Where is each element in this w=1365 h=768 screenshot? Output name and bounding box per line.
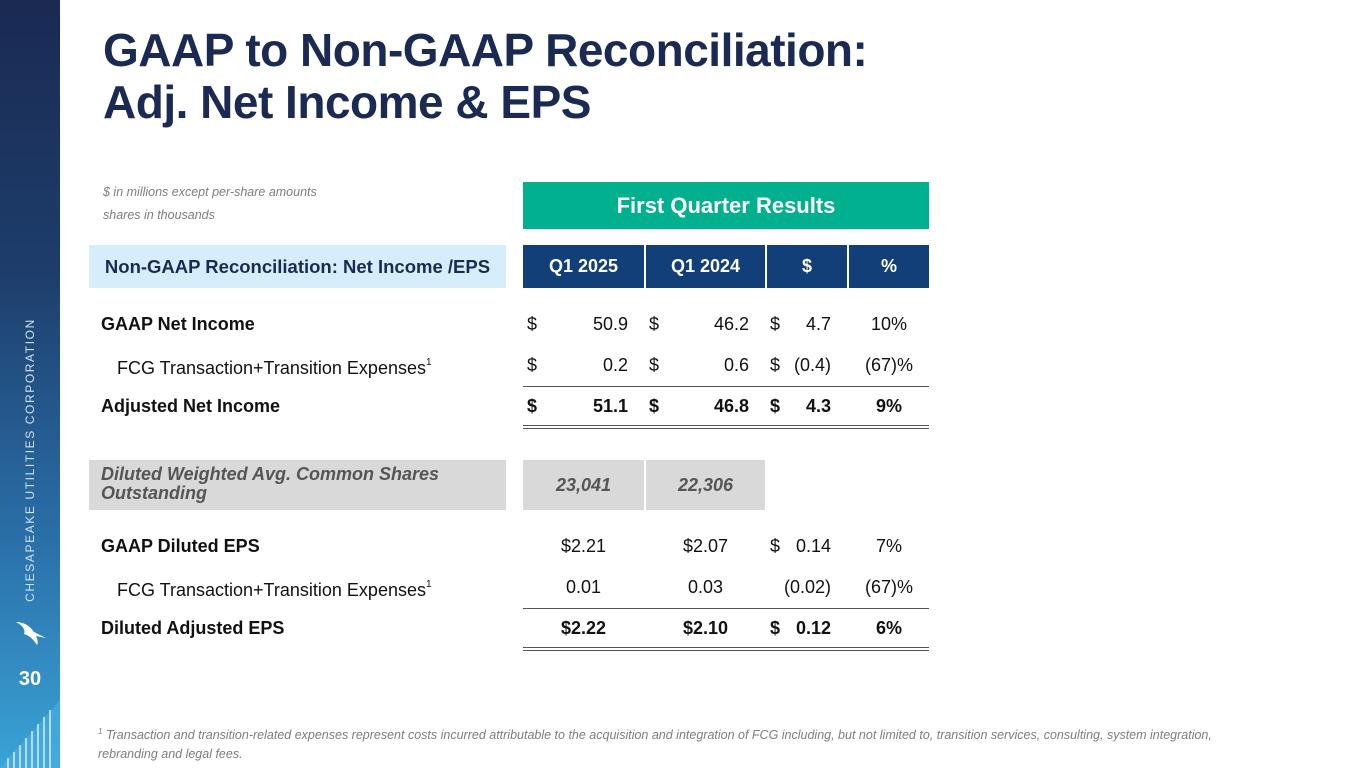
decorative-lines bbox=[0, 700, 60, 768]
percent-change-value: 7% bbox=[875, 536, 902, 556]
currency-symbol: $ bbox=[527, 396, 538, 416]
currency-symbol: $ bbox=[770, 355, 781, 375]
company-name: CHESAPEAKE UTILITIES CORPORATION bbox=[23, 318, 37, 602]
first-quarter-banner: First Quarter Results bbox=[523, 182, 929, 229]
col-header-percent: % bbox=[849, 245, 929, 288]
col-header-q1-2025: Q1 2025 bbox=[523, 245, 644, 288]
footnote-marker: 1 bbox=[98, 727, 103, 736]
currency-symbol: $ bbox=[527, 314, 538, 334]
row-label: FCG Transaction+Transition Expenses1 bbox=[117, 576, 432, 601]
page-title: GAAP to Non-GAAP Reconciliation: Adj. Ne… bbox=[103, 24, 868, 128]
footnote-marker: 1 bbox=[425, 357, 432, 368]
currency-symbol: $ bbox=[649, 314, 660, 334]
currency-symbol: $ bbox=[770, 396, 781, 416]
shares-q1-2025: 23,041 bbox=[523, 460, 644, 510]
dollar-change-value: (0.4) bbox=[793, 355, 831, 375]
row-label-text: FCG Transaction+Transition Expenses bbox=[117, 580, 426, 600]
percent-change-value: (67)% bbox=[864, 577, 913, 597]
q1-2025-value: 51.1 bbox=[592, 396, 628, 416]
q1-2025-value: $2.22 bbox=[560, 618, 607, 638]
col-header-dollar: $ bbox=[767, 245, 847, 288]
currency-symbol: $ bbox=[649, 396, 660, 416]
q1-2024-value: $2.07 bbox=[682, 536, 729, 556]
bird-logo-icon bbox=[16, 622, 46, 645]
dollar-change-value: (0.02) bbox=[783, 577, 831, 597]
q1-2025-value: 50.9 bbox=[592, 314, 628, 334]
dollar-change-value: 0.12 bbox=[795, 618, 831, 638]
section-label: Non-GAAP Reconciliation: Net Income /EPS bbox=[89, 245, 506, 288]
currency-symbol: $ bbox=[770, 536, 781, 556]
q1-2025-value: 0.01 bbox=[565, 577, 602, 597]
units-note: $ in millions except per-share amounts bbox=[103, 185, 317, 199]
total-double-rule bbox=[523, 647, 929, 651]
dollar-change-value: 4.7 bbox=[805, 314, 831, 334]
row-label: Adjusted Net Income bbox=[101, 396, 281, 416]
footnote-marker: 1 bbox=[425, 579, 432, 590]
dollar-change-value: 0.14 bbox=[795, 536, 831, 556]
title-line-2: Adj. Net Income & EPS bbox=[103, 76, 591, 128]
footnote: 1 Transaction and transition-related exp… bbox=[98, 722, 1268, 764]
col-header-q1-2024: Q1 2024 bbox=[646, 245, 765, 288]
currency-symbol: $ bbox=[649, 355, 660, 375]
percent-change-value: 10% bbox=[870, 314, 908, 334]
shares-q1-2024: 22,306 bbox=[646, 460, 765, 510]
percent-change-value: (67)% bbox=[864, 355, 913, 375]
row-label: Diluted Adjusted EPS bbox=[101, 618, 285, 638]
q1-2024-value: 0.6 bbox=[723, 355, 749, 375]
sidebar: CHESAPEAKE UTILITIES CORPORATION 30 bbox=[0, 0, 60, 768]
subtotal-rule bbox=[523, 608, 929, 609]
currency-symbol: $ bbox=[770, 314, 781, 334]
q1-2025-value: 0.2 bbox=[602, 355, 628, 375]
shares-outstanding-label: Diluted Weighted Avg. Common Shares Outs… bbox=[89, 460, 506, 510]
subtotal-rule bbox=[523, 386, 929, 387]
page-number: 30 bbox=[18, 668, 42, 690]
currency-symbol: $ bbox=[527, 355, 538, 375]
q1-2024-value: 0.03 bbox=[687, 577, 724, 597]
shares-note: shares in thousands bbox=[103, 208, 215, 222]
q1-2024-value: $2.10 bbox=[682, 618, 729, 638]
footnote-text: Transaction and transition-related expen… bbox=[98, 728, 1212, 762]
row-label: GAAP Net Income bbox=[101, 314, 255, 334]
q1-2024-value: 46.8 bbox=[713, 396, 749, 416]
currency-symbol: $ bbox=[770, 618, 781, 638]
row-label-text: FCG Transaction+Transition Expenses bbox=[117, 358, 426, 378]
title-line-1: GAAP to Non-GAAP Reconciliation: bbox=[103, 24, 868, 76]
percent-change-value: 6% bbox=[875, 618, 902, 638]
row-label: FCG Transaction+Transition Expenses1 bbox=[117, 354, 432, 379]
q1-2025-value: $2.21 bbox=[560, 536, 607, 556]
dollar-change-value: 4.3 bbox=[805, 396, 831, 416]
percent-change-value: 9% bbox=[875, 396, 902, 416]
q1-2024-value: 46.2 bbox=[713, 314, 749, 334]
row-label: GAAP Diluted EPS bbox=[101, 536, 260, 556]
total-double-rule bbox=[523, 425, 929, 429]
